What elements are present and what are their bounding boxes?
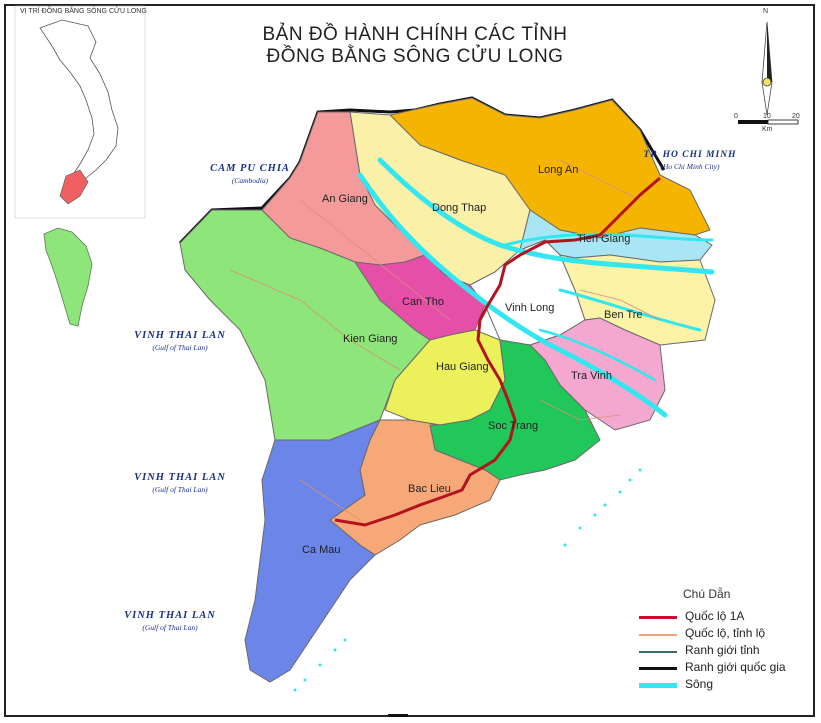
legend-swatch-national-border <box>639 667 677 670</box>
legend-swatch-river <box>639 683 677 688</box>
scale-unit: Km <box>762 126 773 133</box>
label-gulf-thailand-1: VINH THAI LAN <box>134 330 226 341</box>
label-gulf-thailand-3: VINH THAI LAN <box>124 610 216 621</box>
scale-tick-0: 0 <box>734 113 738 120</box>
mekong-delta-highlight <box>59 169 89 205</box>
label-tra-vinh: Tra Vinh <box>571 370 612 382</box>
legend-item-river: Sông <box>639 677 809 693</box>
label-an-giang: An Giang <box>322 193 368 205</box>
label-gulf-thailand-3-sub: (Gulf of Thai Lan) <box>142 623 198 632</box>
legend-label-roads: Quốc lộ, tỉnh lộ <box>685 626 766 640</box>
label-ca-mau: Ca Mau <box>302 544 341 556</box>
label-bac-lieu: Bac Lieu <box>408 483 451 495</box>
label-gulf-thailand-2: VINH THAI LAN <box>134 472 226 483</box>
river-branch-3 <box>538 328 657 382</box>
river-hau <box>357 172 668 418</box>
legend-label-province-border: Ranh giới tỉnh <box>685 643 760 657</box>
label-cambodia: CAM PU CHIA <box>210 163 290 174</box>
river-branch-2 <box>558 288 702 332</box>
province-ca-mau <box>244 419 382 683</box>
label-gulf-thailand-1-sub: (Gulf of Thai Lan) <box>152 343 208 352</box>
coastal-islands <box>293 468 642 692</box>
label-hcmc: TP. HO CHI MINH <box>643 150 737 160</box>
label-ben-tre: Ben Tre <box>604 309 643 321</box>
compass-north-label: N <box>763 8 769 15</box>
highway-1a <box>334 176 661 527</box>
river-branch-1 <box>503 232 714 247</box>
scale-tick-20: 20 <box>792 113 800 120</box>
legend-item-national-border: Ranh giới quốc gia <box>639 660 809 676</box>
legend-label-highway: Quốc lộ 1A <box>685 609 745 623</box>
map-title-line2: ĐỒNG BẰNG SÔNG CỬU LONG <box>266 46 564 67</box>
compass-rose <box>761 21 773 116</box>
legend-item-highway-1a: Quốc lộ 1A <box>639 609 809 625</box>
label-hcmc-sub: (Ho Chi Minh City) <box>660 162 720 171</box>
scale-tick-10: 10 <box>763 113 771 120</box>
provincial-roads <box>229 159 661 521</box>
label-dong-thap: Dong Thap <box>432 202 487 214</box>
legend-bottom-rule <box>388 714 408 717</box>
inset-vietnam-map <box>14 5 146 219</box>
label-kien-giang: Kien Giang <box>343 333 398 345</box>
label-long-an: Long An <box>538 164 579 176</box>
legend-swatch-highway <box>639 616 677 619</box>
phu-quoc-island <box>43 227 93 327</box>
label-soc-trang: Soc Trang <box>488 420 539 432</box>
provinces-layer <box>179 97 716 683</box>
legend-label-national-border: Ranh giới quốc gia <box>685 660 786 674</box>
label-vinh-long: Vinh Long <box>505 302 555 314</box>
label-hau-giang: Hau Giang <box>436 361 489 373</box>
label-can-tho: Can Tho <box>402 296 444 308</box>
legend-title: Chú Dẫn <box>683 587 731 601</box>
river-tien <box>377 157 715 275</box>
scale-bar <box>738 119 799 125</box>
label-gulf-thailand-2-sub: (Gulf of Thai Lan) <box>152 485 208 494</box>
rivers-layer <box>357 157 715 418</box>
legend-swatch-roads <box>639 634 677 636</box>
legend-item-roads: Quốc lộ, tỉnh lộ <box>639 626 809 642</box>
label-cambodia-sub: (Cambodia) <box>231 176 269 185</box>
legend-label-river: Sông <box>685 677 714 691</box>
inset-label: VỊ TRÍ ĐỒNG BẰNG SÔNG CỬU LONG <box>20 8 147 15</box>
label-tien-giang: Tien Giang <box>577 233 631 245</box>
legend-swatch-province-border <box>639 651 677 653</box>
legend-item-province-border: Ranh giới tỉnh <box>639 643 809 659</box>
map-title-line1: BẢN ĐỒ HÀNH CHÍNH CÁC TỈNH <box>262 24 568 45</box>
